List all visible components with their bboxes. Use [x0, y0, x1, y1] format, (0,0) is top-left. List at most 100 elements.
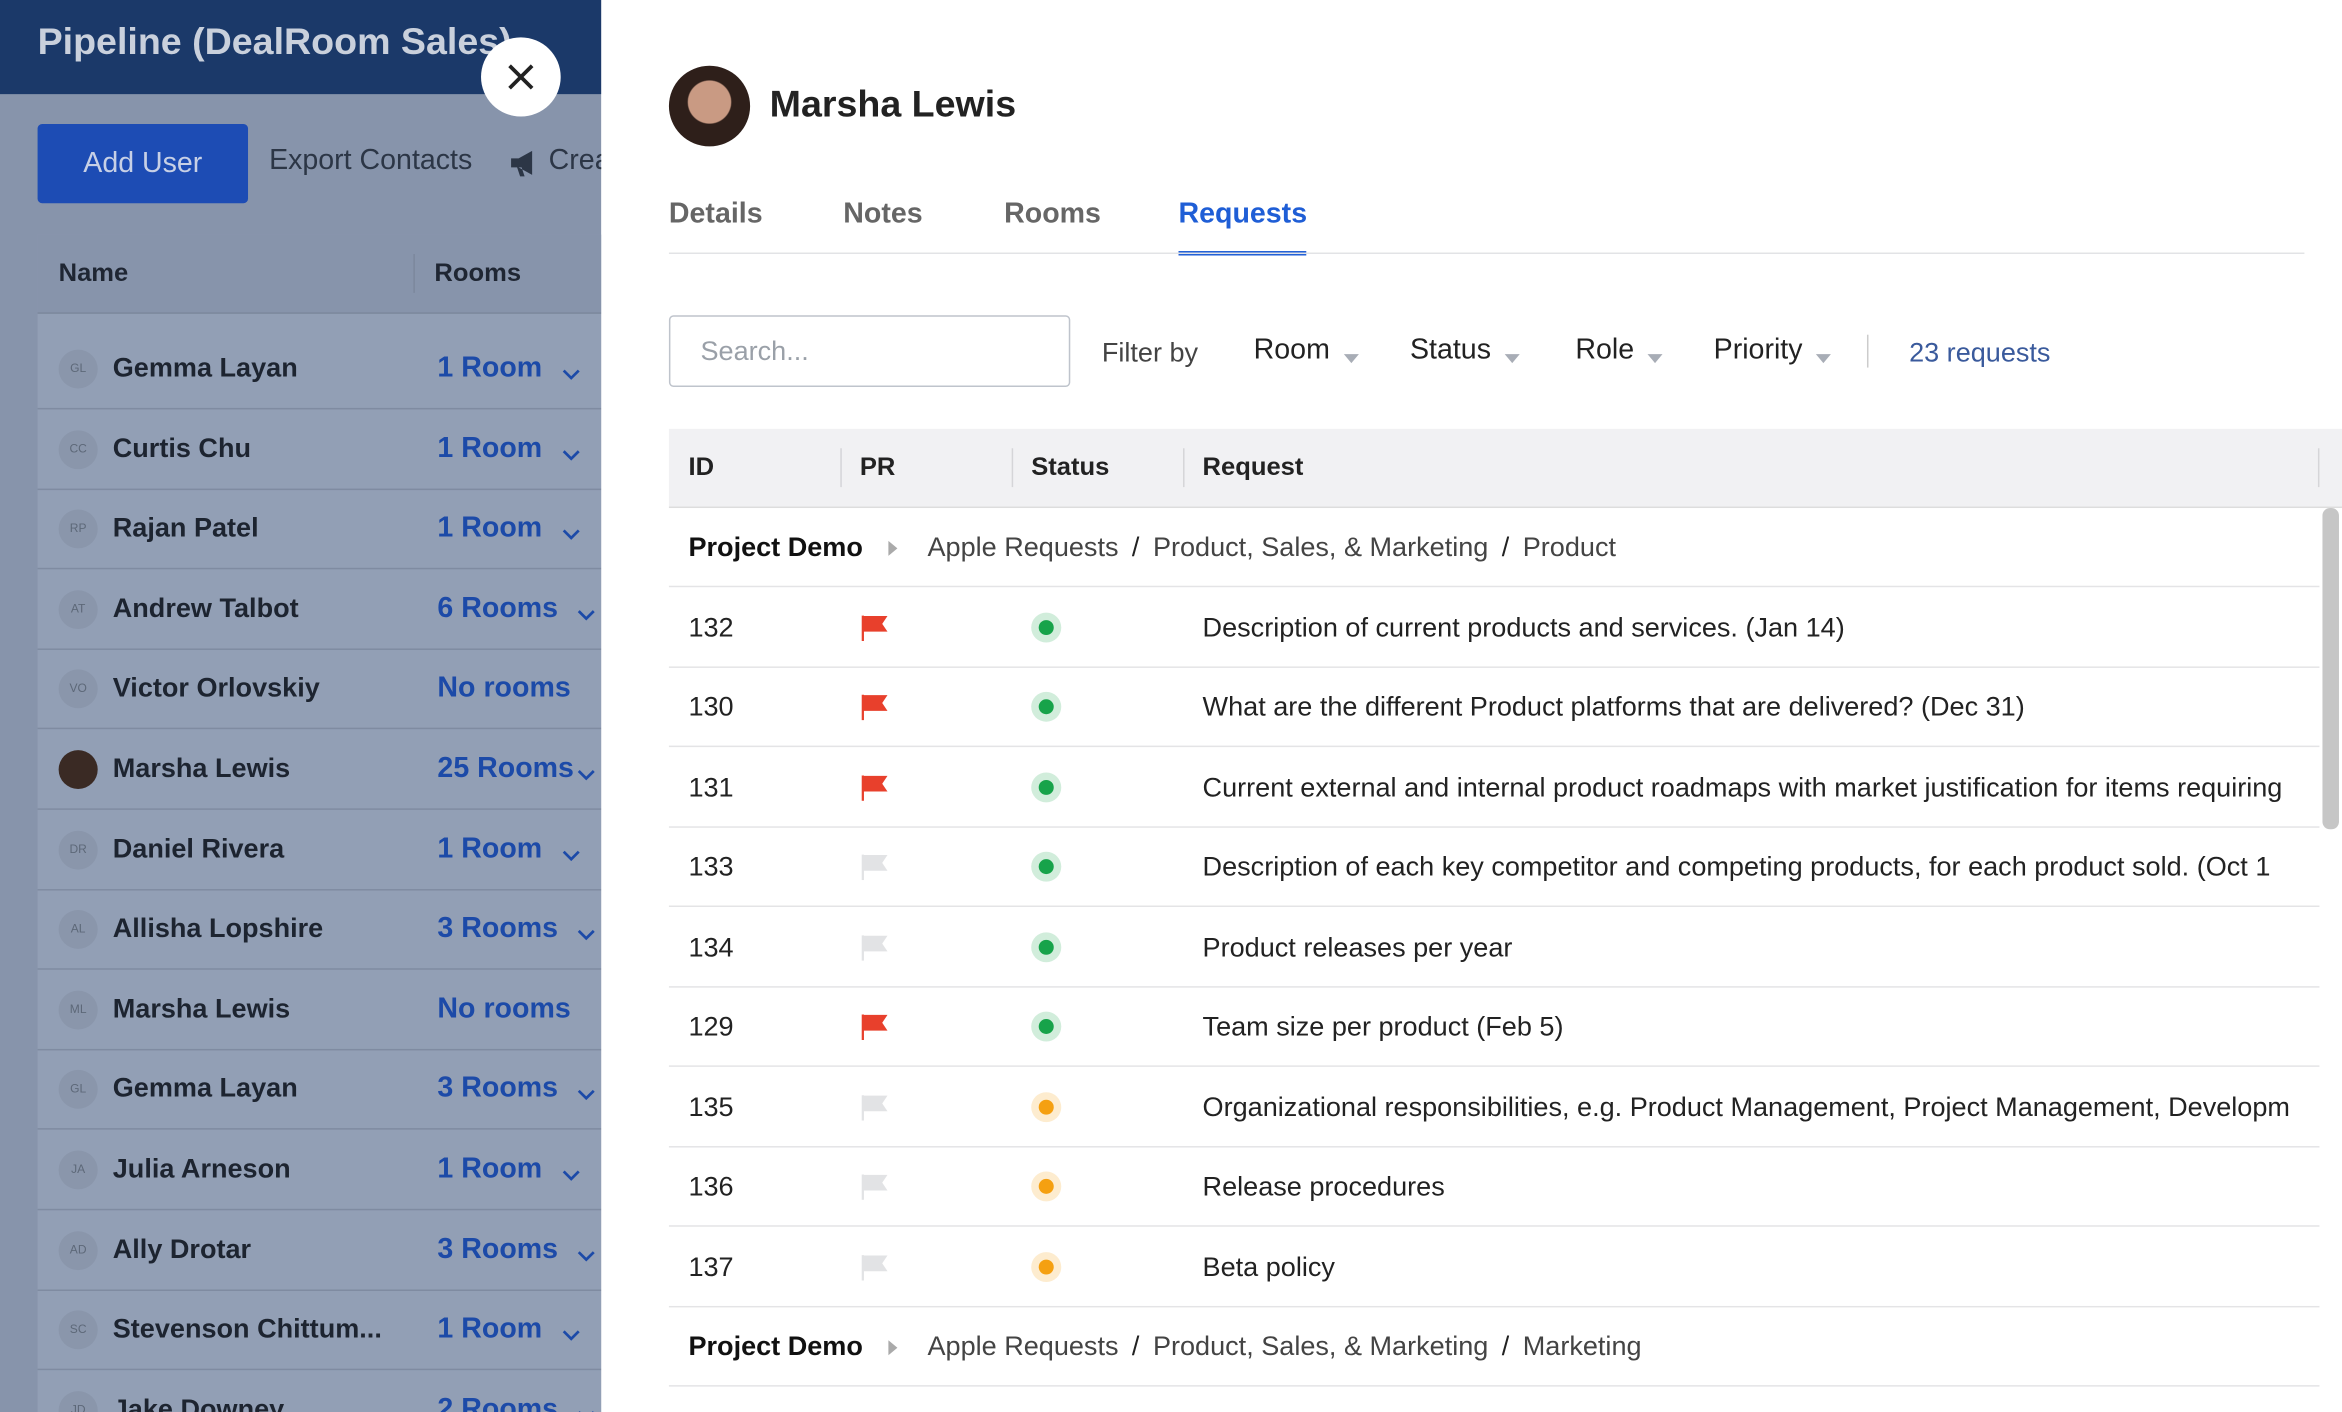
filter-dropdown[interactable]: Priority: [1713, 334, 1803, 367]
dropdown-arrow: [1342, 345, 1360, 372]
rooms-link[interactable]: 1 Room: [437, 833, 543, 865]
rooms-link[interactable]: 1 Room: [437, 1153, 543, 1185]
user-name: Curtis Chu: [112, 432, 252, 463]
request-text[interactable]: Product releases per year: [1202, 931, 1513, 962]
status-dot: [1031, 851, 1062, 882]
avatar: JD: [58, 1390, 98, 1412]
divider: [413, 254, 415, 293]
tab[interactable]: Notes: [843, 198, 923, 231]
priority-flag[interactable]: [860, 613, 890, 647]
row-divider: [37, 1208, 602, 1211]
priority-flag[interactable]: [860, 933, 890, 967]
user-name: Ally Drotar: [112, 1233, 252, 1264]
row-divider: [668, 1385, 2320, 1387]
row-divider: [37, 407, 602, 410]
arrow: [887, 1337, 899, 1364]
chevron: [576, 1404, 597, 1412]
breadcrumb[interactable]: Apple Requests: [927, 531, 1119, 562]
scrollbar: [2322, 508, 2339, 830]
rooms-link[interactable]: 3 Rooms: [437, 1233, 559, 1265]
chevron: [576, 1244, 597, 1271]
request-id: 130: [688, 691, 734, 722]
rooms-link[interactable]: 1 Room: [437, 512, 543, 545]
avatar: GL: [58, 1070, 98, 1110]
status-dot: [1031, 1251, 1062, 1282]
priority-flag[interactable]: [860, 1093, 890, 1127]
priority-flag[interactable]: [860, 773, 890, 807]
rooms-link[interactable]: No rooms: [437, 672, 571, 705]
tab[interactable]: Requests: [1178, 198, 1308, 231]
user-name: Victor Orlovskiy: [112, 672, 320, 703]
request-id: 129: [688, 1011, 734, 1042]
rooms-link[interactable]: No rooms: [437, 993, 571, 1025]
rooms-link[interactable]: 1 Room: [437, 352, 543, 385]
breadcrumb[interactable]: Marketing: [1522, 1331, 1642, 1362]
rooms-link[interactable]: 3 Rooms: [437, 1073, 559, 1105]
row-divider: [668, 585, 2320, 588]
rooms-link[interactable]: 25 Rooms: [437, 753, 574, 785]
close-button[interactable]: [481, 37, 561, 117]
avatar: JA: [58, 1150, 98, 1190]
column-header: ID: [688, 452, 715, 482]
status-dot: [1031, 1011, 1062, 1042]
dropdown-arrow: [1646, 345, 1664, 372]
request-text[interactable]: Organizational responsibilities, e.g. Pr…: [1202, 1091, 2290, 1122]
priority-flag[interactable]: [860, 1253, 890, 1287]
rooms-link[interactable]: 1 Room: [437, 1313, 543, 1346]
search-box[interactable]: [668, 315, 1071, 387]
separator: /: [1131, 531, 1140, 562]
breadcrumb[interactable]: Product, Sales, & Marketing: [1152, 1331, 1489, 1362]
avatar: RP: [58, 509, 98, 549]
avatar: VO: [58, 669, 98, 709]
row-divider: [668, 905, 2320, 907]
breadcrumb[interactable]: Product: [1522, 531, 1617, 562]
divider: [1866, 334, 1869, 368]
divider: [2317, 448, 2320, 488]
request-text[interactable]: Current external and internal product ro…: [1202, 771, 2283, 802]
request-id: 137: [688, 1251, 734, 1282]
request-text[interactable]: What are the different Product platforms…: [1202, 691, 2025, 722]
row-divider: [37, 1368, 602, 1371]
breadcrumb[interactable]: Product, Sales, & Marketing: [1152, 531, 1489, 562]
contact-name: Marsha Lewis: [769, 83, 1017, 126]
row-divider: [668, 985, 2320, 987]
filter-dropdown[interactable]: Room: [1253, 334, 1330, 367]
icon: [508, 146, 544, 186]
filter-dropdown[interactable]: Role: [1575, 334, 1635, 367]
button[interactable]: Add User: [37, 124, 249, 204]
rooms-link[interactable]: 1 Room: [437, 432, 543, 465]
separator: /: [1501, 1331, 1510, 1362]
column-header: Name: [58, 258, 129, 287]
panel: Marsha Lewis Details Notes Rooms Requests Sea…: [601, 0, 2342, 1412]
table-header: [37, 234, 602, 314]
chevron: [576, 1084, 597, 1111]
request-text[interactable]: Description of each key competitor and c…: [1202, 851, 2271, 882]
row-divider: [668, 825, 2320, 828]
tab[interactable]: Details: [668, 198, 763, 231]
priority-flag[interactable]: [860, 1013, 890, 1047]
chevron: [561, 844, 582, 871]
priority-flag[interactable]: [860, 693, 890, 727]
request-count: 23 requests: [1909, 337, 2051, 368]
filter-dropdown[interactable]: Status: [1410, 334, 1491, 367]
rooms-link[interactable]: 3 Rooms: [437, 913, 559, 945]
user-name: Gemma Layan: [112, 1073, 298, 1104]
breadcrumb[interactable]: Apple Requests: [927, 1331, 1119, 1362]
rooms-link[interactable]: 2 Rooms: [437, 1393, 559, 1412]
row-divider: [37, 568, 602, 570]
table-bg: [37, 234, 602, 1412]
priority-flag[interactable]: [860, 853, 890, 887]
request-text[interactable]: Release procedures: [1202, 1171, 1445, 1202]
tab[interactable]: Rooms: [1004, 198, 1101, 231]
request-id: 131: [688, 771, 734, 802]
request-text[interactable]: Team size per product (Feb 5): [1202, 1011, 1564, 1042]
request-text[interactable]: Beta policy: [1202, 1251, 1335, 1282]
link[interactable]: Crea: [548, 144, 611, 177]
rooms-link[interactable]: 6 Rooms: [437, 592, 559, 625]
status-dot: [1031, 931, 1062, 962]
link[interactable]: Export Contacts: [269, 144, 473, 177]
priority-flag[interactable]: [860, 1173, 890, 1207]
user-name: Stevenson Chittum...: [112, 1313, 382, 1344]
request-text[interactable]: Description of current products and serv…: [1202, 611, 1845, 642]
